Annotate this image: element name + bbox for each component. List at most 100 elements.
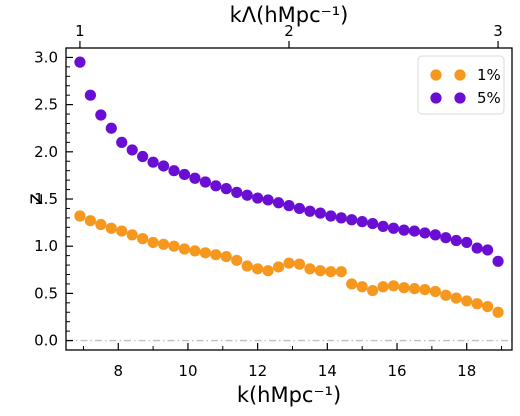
data-point-series-0 [126,229,138,241]
data-point-series-0 [178,243,191,255]
data-point-series-1 [137,150,149,163]
data-point-series-0 [482,300,494,313]
data-point-series-0 [199,247,211,259]
data-point-series-1 [304,205,316,217]
data-point-series-0 [283,257,295,269]
data-point-series-1 [419,227,431,239]
data-point-series-1 [272,197,285,209]
data-point-series-0 [137,233,149,245]
data-point-series-0 [461,295,473,307]
y-axis-title: z [23,193,47,204]
data-point-series-0 [168,240,180,252]
x-tick-label: 14 [318,362,337,380]
y-tick-label: 0.0 [34,332,58,350]
legend-marker [430,69,442,81]
data-point-series-0 [105,222,117,234]
x-tick-label: 10 [178,362,197,380]
data-point-series-0 [429,285,441,298]
data-point-series-0 [74,210,86,222]
data-point-series-0 [471,298,483,310]
data-point-series-1 [168,165,180,177]
data-point-series-0 [450,292,462,304]
data-point-series-1 [377,220,389,232]
data-point-series-0 [189,245,201,257]
data-point-series-1 [178,168,191,181]
y-tick-label: 3.0 [34,48,58,66]
data-point-series-1 [440,232,452,244]
data-point-series-1 [189,172,201,184]
data-point-series-0 [314,265,326,277]
data-point-series-0 [325,266,337,278]
data-point-series-0 [346,278,358,290]
data-point-series-1 [471,242,483,254]
data-point-series-0 [262,265,274,277]
y-tick-label: 0.5 [34,284,58,302]
data-point-series-1 [220,183,232,195]
data-point-series-1 [346,214,358,226]
data-point-series-0 [95,218,107,231]
data-point-series-1 [325,210,337,222]
data-point-series-0 [210,249,222,261]
data-point-series-0 [272,261,285,273]
data-point-series-0 [231,254,243,266]
top-tick-label: 2 [284,22,294,40]
data-point-series-1 [356,216,368,228]
data-point-series-0 [419,284,431,296]
data-point-series-0 [241,260,253,272]
data-point-series-0 [147,236,159,249]
data-point-series-1 [126,144,138,156]
data-point-series-1 [241,189,253,201]
data-point-series-1 [335,212,347,224]
data-point-series-1 [105,122,117,134]
data-point-series-0 [387,280,400,292]
legend-label: 5% [477,89,501,107]
data-point-series-1 [429,229,441,241]
data-point-series-1 [482,244,494,256]
data-point-series-0 [440,289,452,301]
data-point-series-0 [84,215,96,227]
data-point-series-1 [147,156,159,168]
legend-marker [454,69,466,81]
data-point-series-1 [283,200,295,212]
data-point-series-0 [367,284,379,297]
data-point-series-1 [367,217,379,230]
data-point-series-1 [387,222,400,234]
data-point-series-0 [157,238,170,250]
data-point-series-1 [398,224,410,236]
data-point-series-0 [492,306,504,318]
data-point-series-0 [356,281,368,293]
legend-marker [430,92,442,104]
data-point-series-0 [398,282,410,294]
y-tick-label: 2.5 [34,96,58,114]
data-point-series-1 [231,186,243,198]
data-point-series-0 [220,250,232,263]
data-point-series-1 [210,180,222,192]
data-point-series-1 [95,109,107,121]
data-point-series-1 [293,202,306,215]
data-point-series-1 [199,176,211,188]
top-tick-label: 1 [75,22,85,40]
data-point-series-0 [408,283,421,295]
data-point-series-1 [157,160,170,172]
top-tick-label: 3 [493,22,503,40]
data-point-series-0 [335,266,347,278]
data-point-series-0 [116,225,128,237]
data-point-series-0 [293,258,306,270]
data-point-series-1 [492,255,504,267]
data-point-series-0 [377,281,389,293]
data-point-series-0 [304,263,316,275]
data-point-series-0 [252,263,264,275]
x-axis-title: k(hMpc⁻¹) [237,383,341,407]
x-tick-label: 18 [457,362,476,380]
legend-marker [454,92,466,104]
x-tick-label: 16 [387,362,406,380]
data-point-series-1 [262,194,274,206]
data-point-series-1 [116,136,128,148]
data-point-series-1 [84,89,96,101]
y-tick-label: 1.0 [34,237,58,255]
y-tick-label: 2.0 [34,143,58,161]
data-point-series-1 [252,192,264,204]
y-tick-label: 1.5 [34,190,58,208]
